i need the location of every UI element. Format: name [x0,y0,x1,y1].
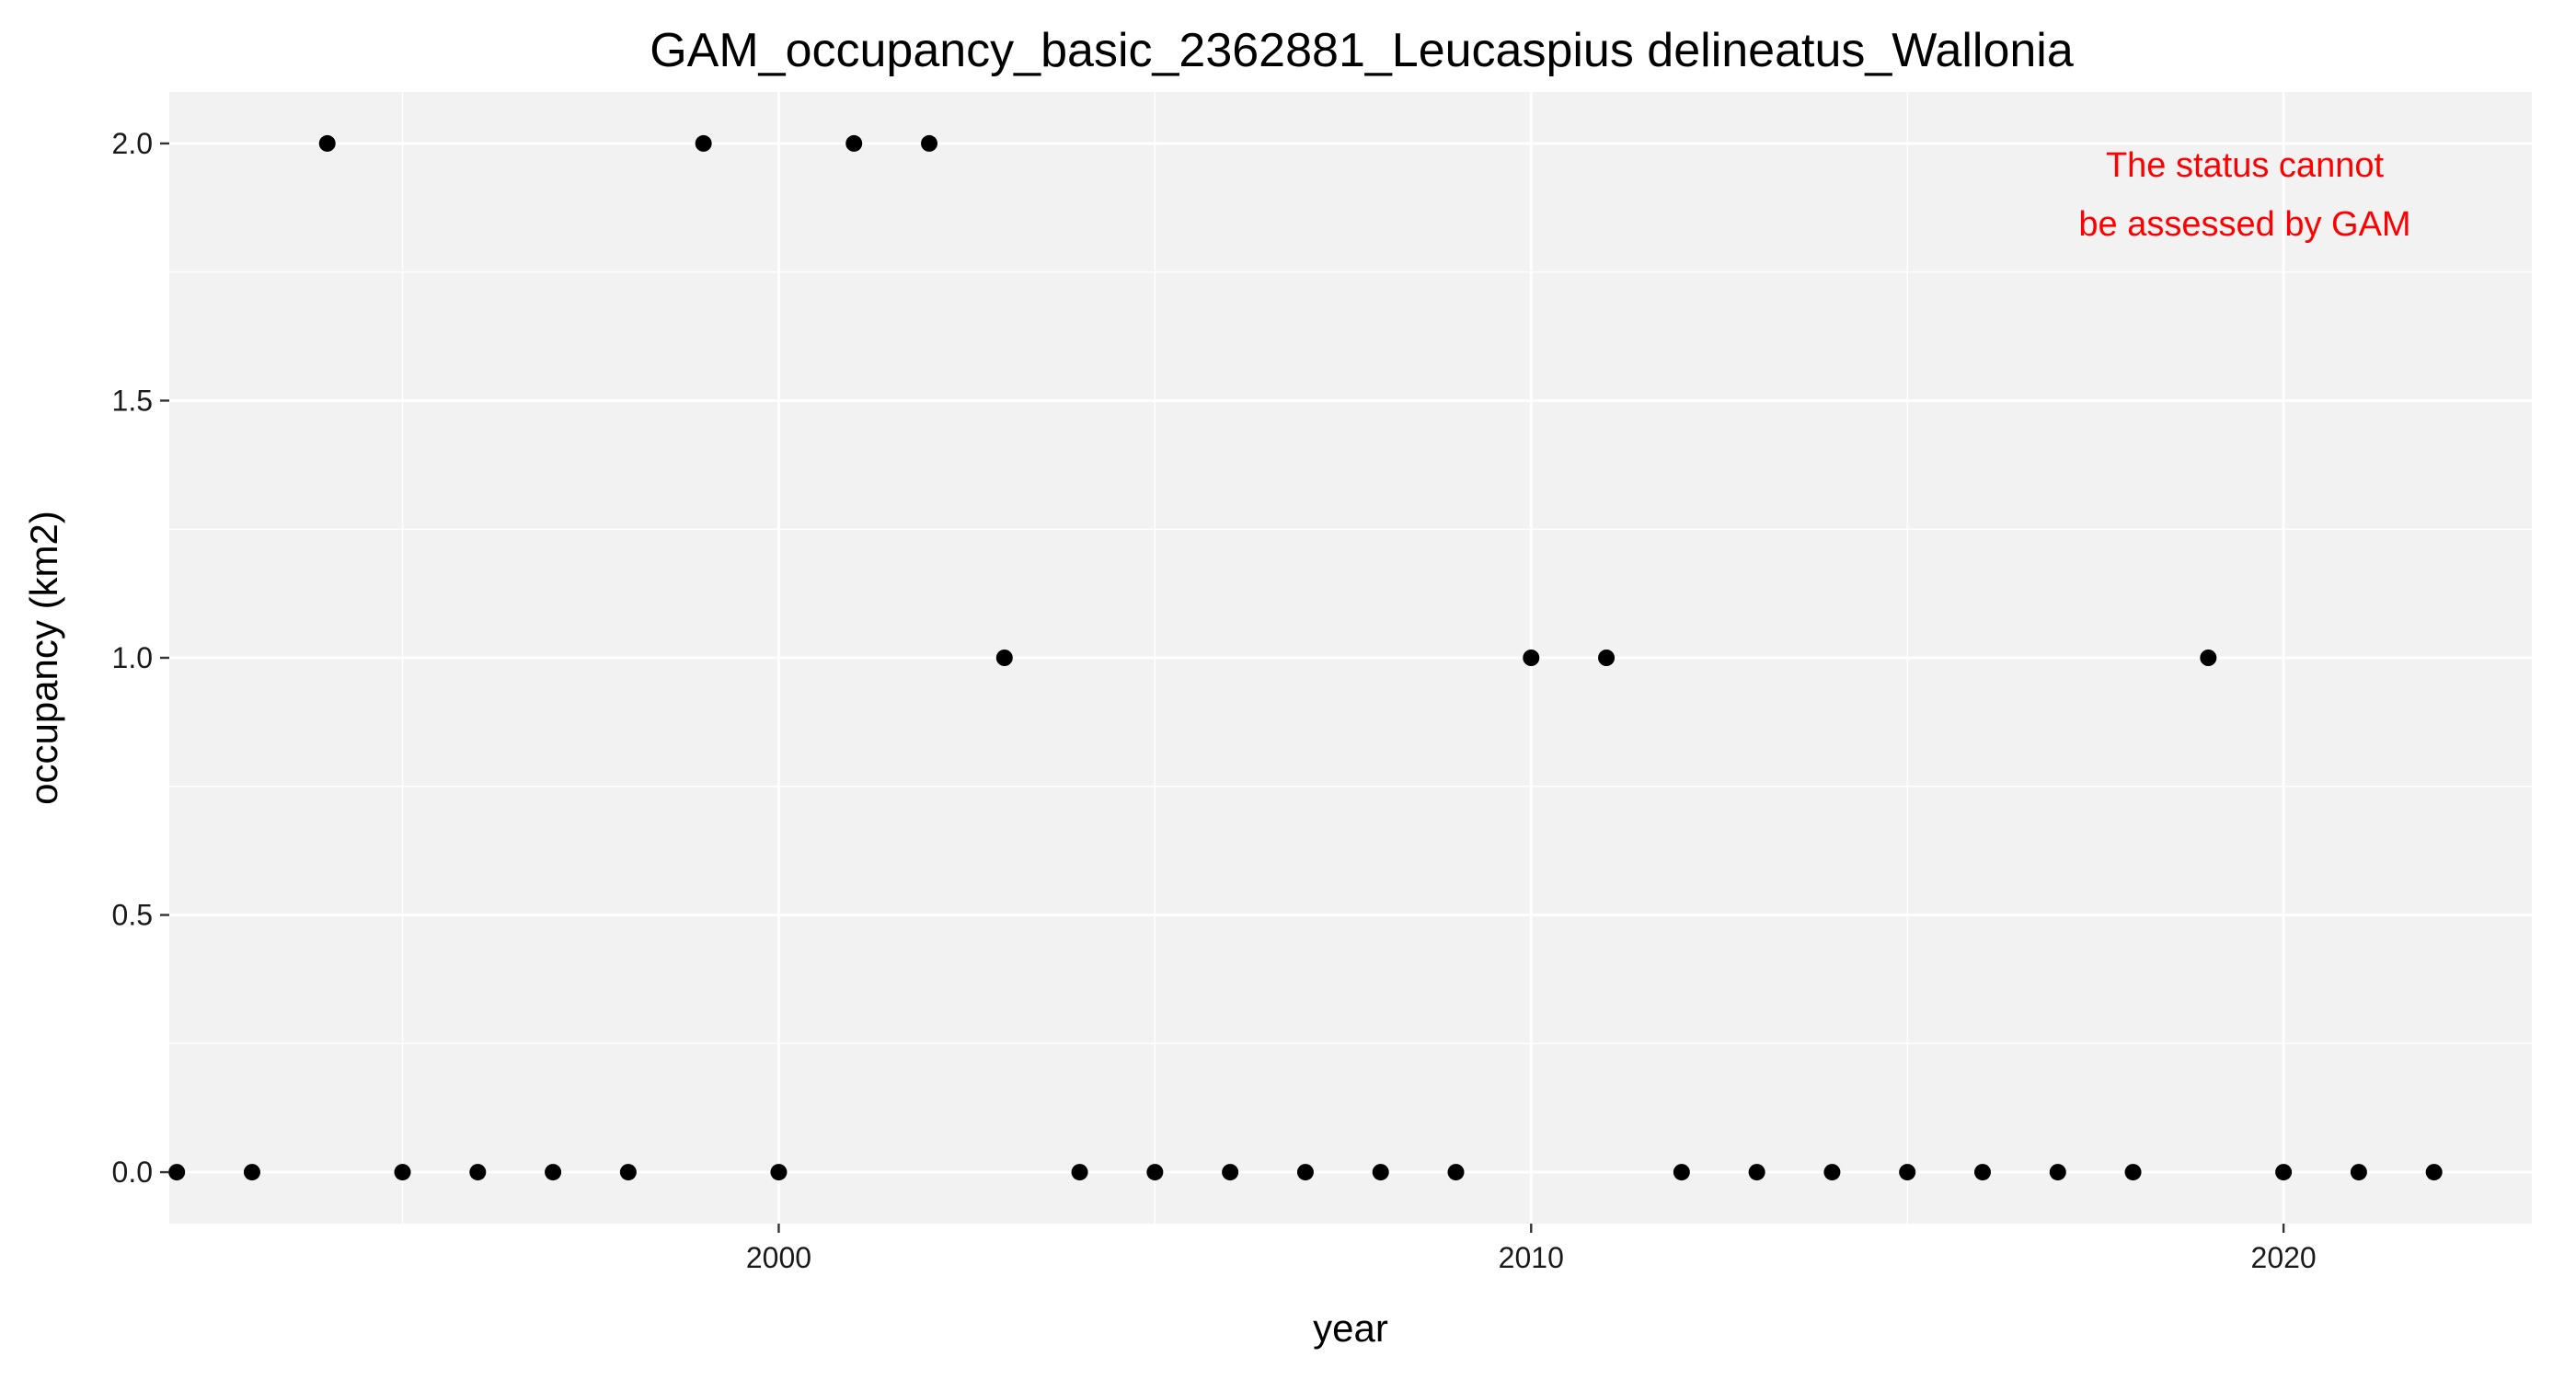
annotation-line: The status cannot [2106,146,2385,185]
y-tick-label: 1.5 [112,384,153,417]
grid-minor-y [169,270,2532,1045]
data-point [243,1164,260,1181]
data-point [469,1164,487,1181]
data-point [1447,1164,1465,1181]
x-axis: 2000 2010 2020 [746,1224,2317,1274]
data-point [1071,1164,1088,1181]
status-annotation: The status cannot be assessed by GAM [2078,146,2410,244]
data-point [394,1164,411,1181]
x-tick-label: 2000 [746,1241,811,1274]
data-point [695,134,712,152]
x-tick-label: 2010 [1499,1241,1564,1274]
x-tick-label: 2020 [2251,1241,2317,1274]
data-point [2124,1164,2142,1181]
data-point [1973,1164,1991,1181]
data-point [2275,1164,2293,1181]
y-tick-label: 0.5 [112,899,153,932]
data-point [1823,1164,1841,1181]
data-point [1899,1164,1916,1181]
data-point [2200,650,2217,666]
data-point [545,1164,562,1181]
data-point [2049,1164,2066,1181]
y-tick-label: 2.0 [112,127,153,160]
y-tick-label: 0.0 [112,1156,153,1189]
annotation-line: be assessed by GAM [2078,205,2410,244]
data-point [1673,1164,1690,1181]
data-point [318,134,336,152]
data-point [845,134,863,152]
data-point [921,134,938,152]
y-axis-title: occupancy (km2) [22,511,65,805]
data-point [168,1164,186,1181]
data-point [1296,1164,1314,1181]
data-point [995,650,1013,666]
data-point [1748,1164,1765,1181]
grid-major-y [169,142,2532,1174]
data-point [2350,1164,2367,1181]
data-point [1372,1164,1389,1181]
data-point [1523,650,1540,666]
data-points [168,134,2443,1181]
x-axis-title: year [1313,1306,1388,1350]
data-point [1222,1164,1239,1181]
chart-title: GAM_occupancy_basic_2362881_Leucaspius d… [650,24,2074,77]
data-point [1146,1164,1164,1181]
data-point [1598,650,1616,666]
y-tick-label: 1.0 [112,641,153,674]
data-point [619,1164,637,1181]
y-axis: 0.0 0.5 1.0 1.5 2.0 [112,127,169,1189]
data-point [770,1164,788,1181]
data-point [2425,1164,2443,1181]
